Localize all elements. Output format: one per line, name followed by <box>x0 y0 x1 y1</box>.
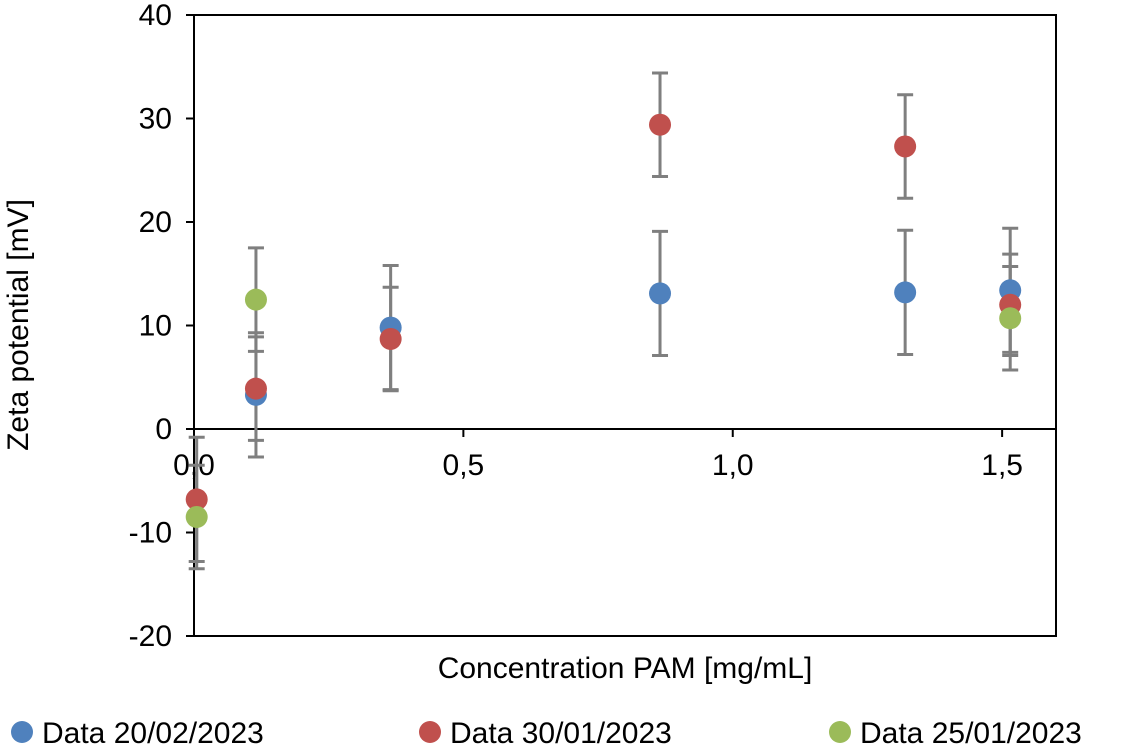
y-tick-label: -10 <box>129 517 172 550</box>
y-axis-title: Zeta potential [mV] <box>2 199 35 451</box>
legend-label: Data 25/01/2023 <box>860 717 1082 748</box>
x-tick-label: 1,0 <box>712 449 754 482</box>
data-point <box>244 377 267 400</box>
data-point <box>999 307 1022 330</box>
x-tick-label: 0,5 <box>443 449 485 482</box>
y-tick-label: 30 <box>139 103 172 136</box>
data-point <box>244 288 267 311</box>
data-point <box>649 113 672 136</box>
y-tick-label: 10 <box>139 310 172 343</box>
data-point <box>379 327 402 350</box>
y-tick-label: 20 <box>139 206 172 239</box>
data-point <box>649 282 672 305</box>
legend-item: Data 20/02/2023 <box>11 717 264 748</box>
legend-item: Data 25/01/2023 <box>829 717 1082 748</box>
data-point <box>894 281 917 304</box>
legend-marker <box>419 721 441 743</box>
legend-marker <box>11 721 33 743</box>
x-tick-label: 1,5 <box>981 449 1023 482</box>
y-tick-label: 40 <box>139 0 172 32</box>
plot-area <box>193 14 1057 637</box>
legend-marker <box>829 721 851 743</box>
data-point <box>894 135 917 158</box>
legend-label: Data 30/01/2023 <box>450 717 672 748</box>
data-points <box>185 113 1022 528</box>
zero-axis-layer <box>193 428 1056 437</box>
legend: Data 20/02/2023 Data 30/01/2023 Data 25/01… <box>11 717 1082 748</box>
data-point <box>185 488 208 511</box>
legend-item: Data 30/01/2023 <box>419 717 672 748</box>
y-tick-label: 0 <box>155 413 172 446</box>
legend-label: Data 20/02/2023 <box>42 717 264 748</box>
y-tick-labels: -20 -10 0 10 20 30 40 <box>129 0 194 653</box>
data-point <box>185 505 208 528</box>
y-tick-label: -20 <box>129 620 172 653</box>
x-axis-title: Concentration PAM [mg/mL] <box>438 652 813 685</box>
